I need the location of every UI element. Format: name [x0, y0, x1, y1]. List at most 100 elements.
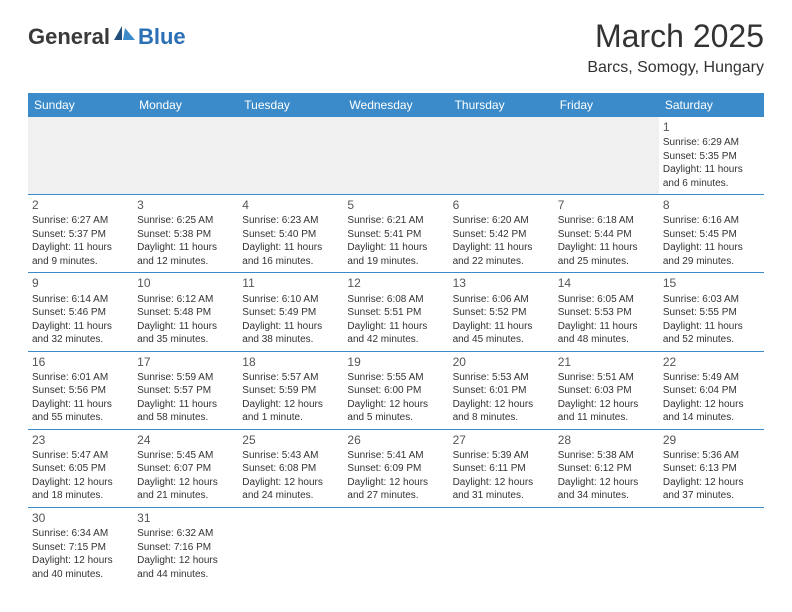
sunrise-line: Sunrise: 5:41 AM [347, 449, 444, 463]
calendar-cell: 4Sunrise: 6:23 AMSunset: 5:40 PMDaylight… [238, 195, 343, 273]
sunset-line: Sunset: 5:35 PM [663, 150, 760, 164]
sunrise-line: Sunrise: 5:59 AM [137, 371, 234, 385]
sunset-line: Sunset: 5:45 PM [663, 228, 760, 242]
daylight-line: Daylight: 11 hours and 45 minutes. [453, 320, 550, 347]
calendar-cell [28, 117, 133, 195]
daylight-line: Daylight: 11 hours and 38 minutes. [242, 320, 339, 347]
sunset-line: Sunset: 6:01 PM [453, 384, 550, 398]
day-number: 18 [242, 354, 339, 370]
day-number: 28 [558, 432, 655, 448]
sunset-line: Sunset: 5:49 PM [242, 306, 339, 320]
sunset-line: Sunset: 6:03 PM [558, 384, 655, 398]
daylight-line: Daylight: 12 hours and 1 minute. [242, 398, 339, 425]
daylight-line: Daylight: 12 hours and 5 minutes. [347, 398, 444, 425]
sunset-line: Sunset: 6:07 PM [137, 462, 234, 476]
calendar-cell: 5Sunrise: 6:21 AMSunset: 5:41 PMDaylight… [343, 195, 448, 273]
calendar-cell: 22Sunrise: 5:49 AMSunset: 6:04 PMDayligh… [659, 351, 764, 429]
calendar-cell: 28Sunrise: 5:38 AMSunset: 6:12 PMDayligh… [554, 429, 659, 507]
daylight-line: Daylight: 11 hours and 55 minutes. [32, 398, 129, 425]
day-number: 11 [242, 275, 339, 291]
daylight-line: Daylight: 12 hours and 40 minutes. [32, 554, 129, 581]
sunrise-line: Sunrise: 6:18 AM [558, 214, 655, 228]
daylight-line: Daylight: 12 hours and 8 minutes. [453, 398, 550, 425]
weekday-header: Sunday [28, 93, 133, 117]
sunset-line: Sunset: 5:59 PM [242, 384, 339, 398]
sunrise-line: Sunrise: 6:01 AM [32, 371, 129, 385]
sunrise-line: Sunrise: 5:39 AM [453, 449, 550, 463]
calendar-cell: 8Sunrise: 6:16 AMSunset: 5:45 PMDaylight… [659, 195, 764, 273]
calendar-cell [238, 117, 343, 195]
day-number: 5 [347, 197, 444, 213]
sunset-line: Sunset: 5:41 PM [347, 228, 444, 242]
calendar-row: 9Sunrise: 6:14 AMSunset: 5:46 PMDaylight… [28, 273, 764, 351]
daylight-line: Daylight: 12 hours and 14 minutes. [663, 398, 760, 425]
day-number: 21 [558, 354, 655, 370]
daylight-line: Daylight: 11 hours and 58 minutes. [137, 398, 234, 425]
sunrise-line: Sunrise: 5:53 AM [453, 371, 550, 385]
location: Barcs, Somogy, Hungary [587, 59, 764, 77]
daylight-line: Daylight: 11 hours and 32 minutes. [32, 320, 129, 347]
sunrise-line: Sunrise: 5:55 AM [347, 371, 444, 385]
sunrise-line: Sunrise: 5:38 AM [558, 449, 655, 463]
logo-text-general: General [28, 24, 110, 50]
sunrise-line: Sunrise: 6:25 AM [137, 214, 234, 228]
sunset-line: Sunset: 5:55 PM [663, 306, 760, 320]
calendar-cell: 29Sunrise: 5:36 AMSunset: 6:13 PMDayligh… [659, 429, 764, 507]
day-number: 14 [558, 275, 655, 291]
sunset-line: Sunset: 5:44 PM [558, 228, 655, 242]
month-title: March 2025 [587, 18, 764, 55]
day-number: 27 [453, 432, 550, 448]
calendar-cell: 16Sunrise: 6:01 AMSunset: 5:56 PMDayligh… [28, 351, 133, 429]
sunrise-line: Sunrise: 5:47 AM [32, 449, 129, 463]
sunset-line: Sunset: 7:15 PM [32, 541, 129, 555]
daylight-line: Daylight: 12 hours and 31 minutes. [453, 476, 550, 503]
sunset-line: Sunset: 6:12 PM [558, 462, 655, 476]
calendar-cell: 11 Sunrise: 6:10 AMSunset: 5:49 PMDayligh… [238, 273, 343, 351]
calendar-cell [343, 507, 448, 585]
calendar-cell: 3Sunrise: 6:25 AMSunset: 5:38 PMDaylight… [133, 195, 238, 273]
calendar-cell: 30Sunrise: 6:34 AMSunset: 7:15 PMDayligh… [28, 507, 133, 585]
calendar-cell [554, 507, 659, 585]
daylight-line: Daylight: 12 hours and 21 minutes. [137, 476, 234, 503]
header: General Blue March 2025 Barcs, Somogy, H… [0, 0, 792, 85]
weekday-header: Thursday [449, 93, 554, 117]
day-number: 24 [137, 432, 234, 448]
weekday-header: Wednesday [343, 93, 448, 117]
sunset-line: Sunset: 5:40 PM [242, 228, 339, 242]
day-number: 29 [663, 432, 760, 448]
day-number: 20 [453, 354, 550, 370]
sunset-line: Sunset: 5:52 PM [453, 306, 550, 320]
calendar-cell: 14Sunrise: 6:05 AMSunset: 5:53 PMDayligh… [554, 273, 659, 351]
sunset-line: Sunset: 5:48 PM [137, 306, 234, 320]
day-number: 25 [242, 432, 339, 448]
day-number: 31 [137, 510, 234, 526]
sunrise-line: Sunrise: 6:10 AM [242, 293, 339, 307]
sunset-line: Sunset: 5:53 PM [558, 306, 655, 320]
calendar-cell [449, 117, 554, 195]
calendar-cell: 23Sunrise: 5:47 AMSunset: 6:05 PMDayligh… [28, 429, 133, 507]
sunrise-line: Sunrise: 6:34 AM [32, 527, 129, 541]
day-number: 23 [32, 432, 129, 448]
flag-icon [114, 26, 136, 49]
sunset-line: Sunset: 6:04 PM [663, 384, 760, 398]
title-block: March 2025 Barcs, Somogy, Hungary [587, 18, 764, 77]
calendar-cell: 25Sunrise: 5:43 AMSunset: 6:08 PMDayligh… [238, 429, 343, 507]
sunrise-line: Sunrise: 5:51 AM [558, 371, 655, 385]
calendar-row: 1Sunrise: 6:29 AMSunset: 5:35 PMDaylight… [28, 117, 764, 195]
calendar-cell [343, 117, 448, 195]
daylight-line: Daylight: 11 hours and 29 minutes. [663, 241, 760, 268]
weekday-header: Saturday [659, 93, 764, 117]
day-number: 7 [558, 197, 655, 213]
sunset-line: Sunset: 5:42 PM [453, 228, 550, 242]
calendar-cell: 7Sunrise: 6:18 AMSunset: 5:44 PMDaylight… [554, 195, 659, 273]
day-number: 15 [663, 275, 760, 291]
day-number: 3 [137, 197, 234, 213]
day-number: 6 [453, 197, 550, 213]
sunset-line: Sunset: 6:11 PM [453, 462, 550, 476]
daylight-line: Daylight: 11 hours and 16 minutes. [242, 241, 339, 268]
calendar-cell: 10Sunrise: 6:12 AMSunset: 5:48 PMDayligh… [133, 273, 238, 351]
day-number: 12 [347, 275, 444, 291]
sunset-line: Sunset: 7:16 PM [137, 541, 234, 555]
daylight-line: Daylight: 12 hours and 34 minutes. [558, 476, 655, 503]
sunrise-line: Sunrise: 6:06 AM [453, 293, 550, 307]
